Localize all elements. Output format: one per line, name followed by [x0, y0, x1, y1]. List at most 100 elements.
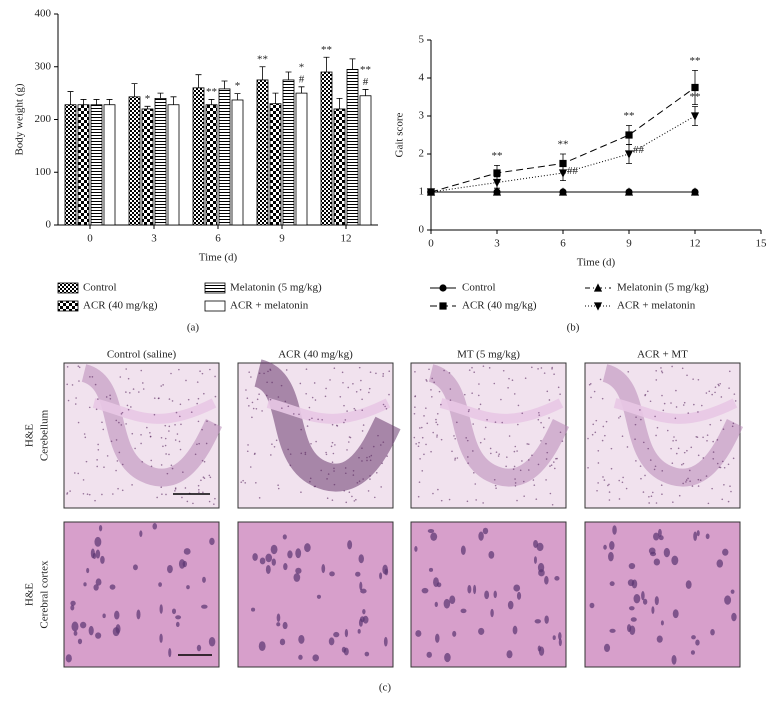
cell	[419, 458, 421, 460]
cell	[484, 426, 487, 429]
cell	[248, 405, 250, 407]
cell	[149, 432, 151, 434]
x-axis-label: Time (d)	[199, 252, 238, 264]
cell	[674, 417, 677, 420]
cell	[202, 576, 206, 583]
bar	[231, 99, 244, 226]
cell	[431, 377, 434, 380]
cell	[545, 442, 547, 445]
cell	[644, 474, 646, 477]
cell	[467, 410, 470, 413]
cell	[642, 598, 648, 605]
cell	[364, 651, 370, 657]
cell	[100, 555, 105, 564]
cell	[97, 443, 99, 446]
cell	[282, 621, 288, 630]
cell	[449, 595, 456, 604]
cell	[95, 549, 101, 559]
cell	[299, 382, 302, 385]
cell	[66, 492, 69, 494]
cell	[380, 486, 382, 488]
cell	[199, 370, 201, 372]
cell	[648, 502, 650, 504]
cell	[507, 600, 514, 610]
cell	[197, 420, 200, 423]
cell	[706, 434, 709, 436]
cell	[642, 491, 645, 493]
cell	[588, 383, 591, 386]
cell	[271, 381, 273, 384]
cell	[699, 479, 702, 481]
cell	[250, 376, 252, 378]
cell	[361, 409, 364, 411]
cell	[316, 594, 322, 599]
cell	[308, 406, 311, 409]
marker	[439, 284, 447, 292]
cell	[84, 436, 87, 439]
cell	[697, 478, 700, 481]
cell	[720, 396, 723, 398]
cell	[209, 537, 215, 546]
cell	[295, 548, 302, 559]
column-label: MT (5 mg/kg)	[457, 349, 520, 361]
cell	[247, 444, 249, 446]
cell	[285, 369, 288, 371]
cell	[289, 453, 292, 455]
y-tick-label: 0	[46, 219, 52, 231]
cell	[372, 445, 375, 448]
cell	[203, 477, 206, 480]
x-tick-label: 3	[151, 233, 157, 245]
cell	[707, 502, 710, 505]
cell	[630, 617, 637, 622]
cell	[168, 425, 171, 428]
cell	[663, 547, 670, 558]
marker	[624, 187, 634, 196]
cell	[255, 481, 257, 484]
cell	[599, 378, 602, 381]
panel-label: (c)	[379, 682, 392, 694]
marker	[625, 131, 633, 139]
cell	[201, 459, 204, 462]
cell	[201, 428, 203, 431]
cell	[131, 484, 133, 486]
cell	[556, 457, 558, 460]
cell	[484, 590, 490, 600]
cell	[423, 453, 425, 456]
cell	[171, 467, 174, 470]
cell	[693, 531, 698, 541]
cell	[251, 401, 254, 404]
cell	[160, 464, 163, 466]
cell	[425, 379, 427, 381]
cell	[633, 593, 641, 604]
cell	[522, 480, 525, 483]
cell	[512, 625, 518, 635]
cell	[610, 447, 613, 450]
cell	[683, 451, 686, 454]
cell	[329, 379, 331, 381]
cell	[196, 381, 199, 383]
cell	[436, 413, 439, 415]
cell	[83, 582, 87, 587]
cell	[494, 421, 497, 423]
cell	[382, 403, 385, 406]
cell	[587, 467, 589, 469]
cell	[721, 460, 724, 463]
cell	[74, 403, 77, 405]
cell	[432, 431, 434, 434]
cell	[714, 391, 716, 394]
cell	[213, 503, 215, 505]
cell	[486, 419, 488, 421]
cell	[305, 392, 307, 395]
cell	[425, 407, 427, 409]
cell	[140, 433, 142, 436]
cell	[418, 481, 421, 483]
cell	[473, 371, 476, 374]
cell	[293, 573, 301, 582]
marker	[493, 169, 501, 177]
cell	[551, 368, 553, 370]
cell	[347, 540, 353, 550]
cell	[70, 600, 76, 606]
cell	[65, 654, 72, 663]
cell	[430, 532, 438, 541]
cell	[466, 439, 469, 442]
